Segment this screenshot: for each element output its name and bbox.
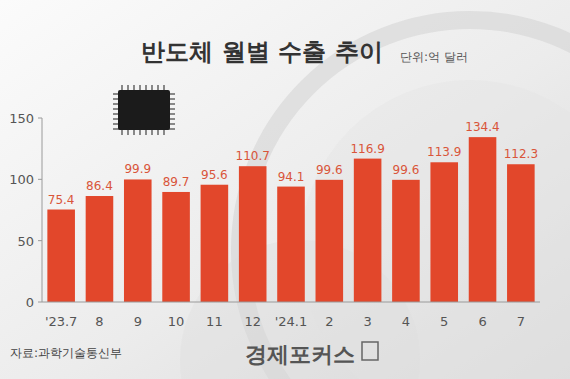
chip-body bbox=[118, 90, 170, 130]
data-label: 89.7 bbox=[163, 175, 190, 189]
x-tick-label: 12 bbox=[244, 314, 261, 329]
x-tick-label: 3 bbox=[363, 314, 371, 329]
bar bbox=[507, 164, 535, 302]
y-tick bbox=[38, 302, 42, 303]
data-label: 113.9 bbox=[427, 145, 461, 159]
data-label: 112.3 bbox=[504, 147, 538, 161]
data-label: 116.9 bbox=[350, 142, 384, 156]
data-label: 110.7 bbox=[236, 149, 270, 163]
bar bbox=[316, 180, 344, 302]
unit-label: 단위:억 달러 bbox=[400, 50, 468, 64]
bar bbox=[124, 179, 152, 302]
data-label: 75.4 bbox=[48, 193, 75, 207]
bar bbox=[201, 185, 229, 302]
bars bbox=[47, 137, 534, 302]
bar bbox=[469, 137, 497, 302]
data-label: 134.4 bbox=[465, 120, 499, 134]
x-tick-label: 10 bbox=[168, 314, 185, 329]
bar bbox=[239, 166, 267, 302]
x-tick-label: 4 bbox=[402, 314, 410, 329]
wafer-decor bbox=[240, 20, 570, 379]
x-tick-label: 9 bbox=[134, 314, 142, 329]
y-tick bbox=[38, 240, 42, 241]
brand-icon bbox=[362, 342, 378, 360]
data-label: 99.9 bbox=[124, 162, 151, 176]
x-tick-label: 2 bbox=[325, 314, 333, 329]
y-tick bbox=[38, 179, 42, 180]
data-label: 99.6 bbox=[393, 163, 420, 177]
bar bbox=[354, 159, 382, 302]
brand: 경제포커스 bbox=[245, 342, 355, 367]
data-label: 95.6 bbox=[201, 168, 228, 182]
bar bbox=[86, 196, 114, 302]
y-tick bbox=[38, 118, 42, 119]
bar bbox=[162, 192, 190, 302]
bar bbox=[47, 210, 75, 302]
x-tick-label: 7 bbox=[517, 314, 525, 329]
y-axis bbox=[42, 118, 43, 302]
y-tick-label: 50 bbox=[17, 234, 34, 249]
x-tick-label: 5 bbox=[440, 314, 448, 329]
y-tick-label: 150 bbox=[9, 111, 34, 126]
bar bbox=[430, 162, 458, 302]
x-axis bbox=[42, 302, 540, 303]
background bbox=[0, 0, 570, 379]
title: 반도체 월별 수출 추이 bbox=[141, 38, 382, 66]
page: {"chart_data": {"type": "bar", "title": … bbox=[0, 0, 570, 379]
data-label: 99.6 bbox=[316, 163, 343, 177]
source: 자료:과학기술통신부 bbox=[10, 346, 122, 360]
x-tick-label: 11 bbox=[206, 314, 223, 329]
data-label: 94.1 bbox=[278, 170, 305, 184]
chart: 반도체 월별 수출 추이 단위:억 달러 0 50 100 150 75.4 86.4 99.9… bbox=[0, 0, 570, 379]
x-tick-label: 6 bbox=[478, 314, 486, 329]
y-tick-label: 100 bbox=[9, 172, 34, 187]
y-tick-label: 0 bbox=[26, 295, 34, 310]
data-label: 86.4 bbox=[86, 179, 113, 193]
x-tick-label: '24.1 bbox=[275, 314, 308, 329]
x-tick-label: '23.7 bbox=[45, 314, 78, 329]
chip-icon bbox=[113, 85, 175, 135]
bar bbox=[392, 180, 420, 302]
bar bbox=[277, 187, 305, 302]
x-tick-label: 8 bbox=[95, 314, 103, 329]
